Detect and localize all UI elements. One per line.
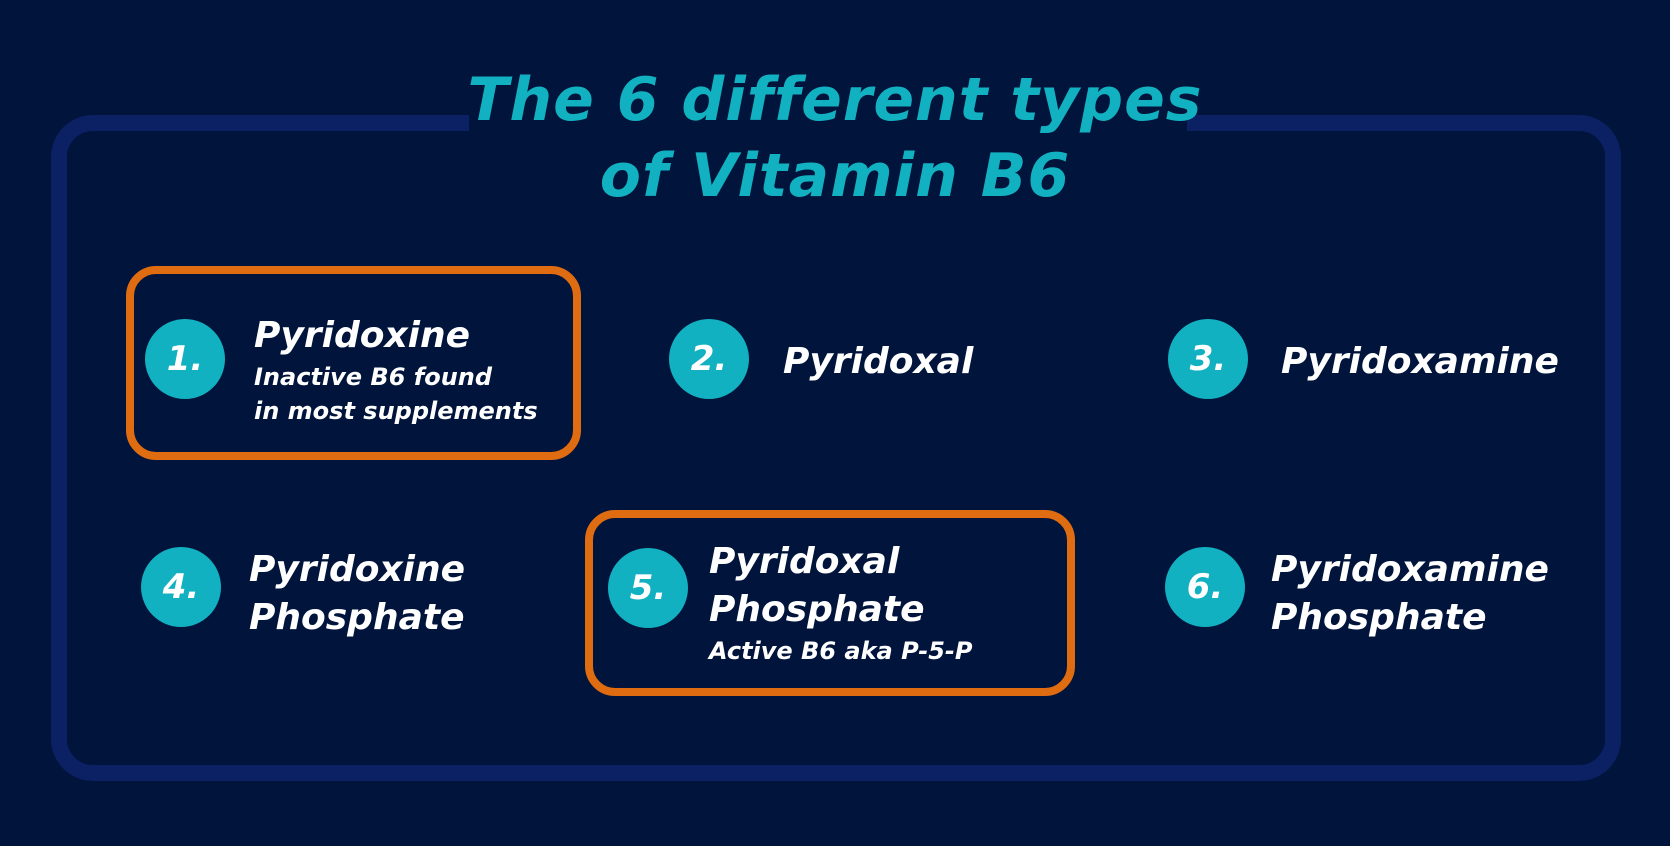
number-badge-2: 2.	[669, 319, 749, 399]
highlight-box-pyridoxal-phosphate	[585, 510, 1075, 696]
item-pyridoxal: Pyridoxal	[783, 338, 973, 386]
item-note: Active B6 aka P-5-P	[709, 637, 973, 665]
item-pyridoxine: Pyridoxine Inactive B6 found in most sup…	[254, 312, 538, 428]
number-badge-6: 6.	[1165, 547, 1245, 627]
number-badge-3: 3.	[1168, 319, 1248, 399]
item-name: Pyridoxine Phosphate	[249, 549, 466, 638]
item-pyridoxine-phosphate: Pyridoxine Phosphate	[249, 546, 465, 642]
number-badge-1: 1.	[145, 319, 225, 399]
item-name: Pyridoxine	[254, 315, 471, 356]
item-name: Pyridoxamine	[1281, 341, 1559, 382]
frame-title-gap	[469, 105, 1187, 145]
item-note: Inactive B6 found in most supplements	[254, 363, 538, 425]
item-pyridoxal-phosphate: Pyridoxal Phosphate Active B6 aka P-5-P	[709, 538, 972, 668]
highlight-box-pyridoxine	[126, 266, 581, 460]
item-name: Pyridoxal	[783, 341, 974, 382]
title-line-2: of Vitamin B6	[599, 141, 1071, 211]
page-title: The 6 different types of Vitamin B6	[335, 62, 1335, 214]
item-pyridoxamine-phosphate: Pyridoxamine Phosphate	[1271, 546, 1549, 642]
number-badge-4: 4.	[141, 547, 221, 627]
number-badge-5: 5.	[608, 548, 688, 628]
content-frame	[51, 115, 1621, 781]
item-name: Pyridoxal Phosphate	[709, 541, 925, 630]
item-pyridoxamine: Pyridoxamine	[1281, 338, 1559, 386]
item-name: Pyridoxamine Phosphate	[1271, 549, 1549, 638]
title-line-1: The 6 different types	[467, 65, 1203, 135]
